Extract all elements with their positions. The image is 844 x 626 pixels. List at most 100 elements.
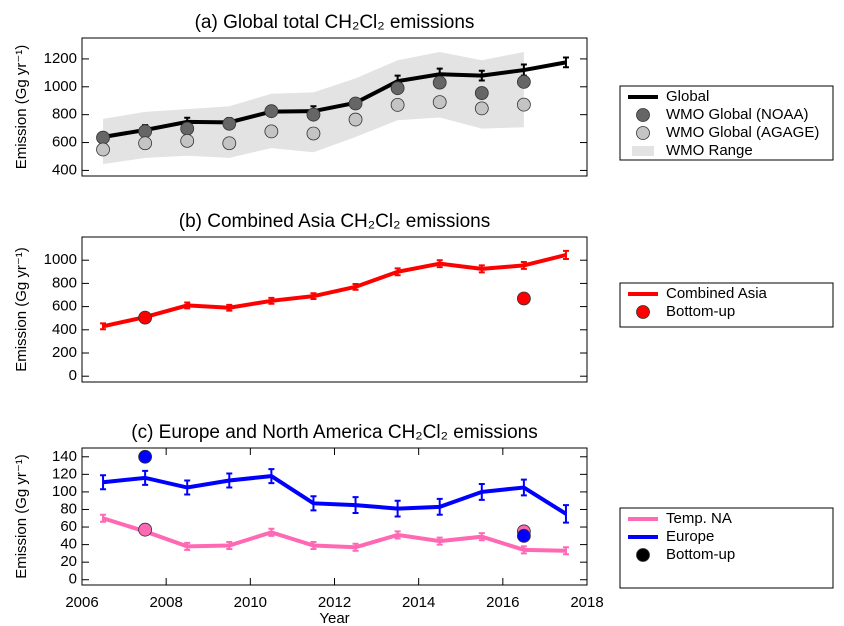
legend-swatch	[636, 126, 650, 140]
y-tick-label: 60	[60, 518, 77, 535]
error-bar	[436, 536, 443, 546]
error-bar	[268, 468, 275, 485]
panel: (a) Global total CH₂Cl₂ emissions Emissio…	[13, 12, 834, 178]
y-axis-label: Emission (Gg yr⁻¹)	[13, 454, 30, 579]
scatter-point	[222, 116, 237, 131]
error-bar	[562, 546, 569, 556]
scatter-point	[138, 124, 153, 139]
series-line	[102, 253, 567, 329]
y-tick-label: 800	[52, 274, 77, 291]
y-tick-label: 1200	[44, 50, 77, 67]
error-bar	[100, 513, 107, 523]
chart-title: (b) Combined Asia CH₂Cl₂ emissions	[179, 211, 490, 232]
plot-frame	[81, 447, 588, 586]
error-bar	[310, 292, 317, 301]
y-tick-label: 100	[52, 483, 77, 500]
y-tick-label: 0	[69, 367, 77, 384]
y-tick-label: 20	[60, 553, 77, 570]
chart-title: (a) Global total CH₂Cl₂ emissions	[195, 12, 475, 33]
y-tick-label: 400	[52, 321, 77, 338]
y-tick-label: 600	[52, 298, 77, 315]
y-tick-label: 40	[60, 536, 77, 553]
scatter-point	[138, 136, 153, 151]
scatter-point	[390, 98, 405, 112]
y-tick-label: 400	[52, 161, 77, 178]
error-bar	[226, 303, 233, 312]
error-bar	[184, 479, 191, 496]
legend-box	[619, 282, 834, 328]
legend-label: Combined Asia	[666, 285, 768, 302]
legend-swatch	[632, 146, 654, 156]
chart-title: (c) Europe and North America CH₂Cl₂ emis…	[131, 422, 538, 443]
scatter-point	[264, 104, 279, 119]
legend-label: Bottom-up	[666, 303, 735, 320]
scatter-point	[516, 291, 531, 306]
legend-swatch	[636, 548, 650, 562]
scatter-point	[348, 96, 363, 111]
scatter-point	[432, 95, 447, 110]
y-tick-label: 1000	[44, 78, 77, 95]
y-tick-label: 200	[52, 344, 77, 361]
error-bar	[268, 527, 275, 537]
error-bar	[520, 478, 527, 497]
y-tick-label: 1000	[44, 251, 77, 268]
y-axis-label: Emission (Gg yr⁻¹)	[13, 247, 30, 372]
scatter-point	[180, 121, 195, 136]
error-bar	[394, 499, 401, 518]
error-bar	[268, 296, 275, 305]
legend-swatch	[636, 108, 650, 122]
error-bar	[562, 504, 569, 524]
legend-label: Bottom-up	[666, 546, 735, 563]
legend-label: WMO Global (NOAA)	[666, 106, 809, 123]
error-bar	[478, 264, 485, 274]
error-bar	[436, 497, 443, 516]
error-bar	[394, 267, 401, 277]
error-bar	[310, 540, 317, 550]
legend-box	[619, 85, 834, 161]
error-bar	[478, 483, 485, 501]
error-bar	[226, 540, 233, 550]
x-axis-label: Year	[319, 610, 349, 626]
panel: (c) Europe and North America CH₂Cl₂ emis…	[13, 422, 834, 626]
error-bar	[100, 322, 107, 331]
error-bar	[520, 260, 527, 270]
scatter-point	[138, 522, 153, 537]
series-line	[102, 474, 568, 516]
scatter-point	[516, 97, 531, 112]
error-bar	[100, 474, 107, 491]
error-bar	[310, 495, 317, 512]
y-tick-label: 140	[52, 448, 77, 465]
error-bar	[352, 282, 359, 291]
x-tick-label: 2018	[570, 594, 603, 611]
x-tick-label: 2012	[318, 594, 351, 611]
error-bar	[352, 542, 359, 552]
scatter-point	[138, 449, 153, 464]
error-bar	[142, 469, 149, 486]
panel: (b) Combined Asia CH₂Cl₂ emissions Emissi…	[13, 211, 834, 384]
legend-label: WMO Global (AGAGE)	[666, 124, 819, 141]
x-tick-label: 2010	[234, 594, 267, 611]
legend-label: Temp. NA	[666, 510, 732, 527]
y-tick-label: 80	[60, 500, 77, 517]
scatter-point	[516, 528, 531, 543]
error-bar	[436, 259, 443, 269]
scatter-point	[516, 75, 531, 89]
error-bar	[352, 496, 359, 514]
scatter-point	[474, 86, 489, 100]
scatter-point	[222, 136, 237, 151]
scatter-point	[180, 133, 195, 148]
error-bar	[562, 56, 569, 69]
scatter-point	[96, 130, 110, 145]
scatter-point	[264, 124, 279, 139]
y-axis-label: Emission (Gg yr⁻¹)	[13, 45, 30, 170]
error-bar	[226, 472, 233, 489]
scatter-point	[348, 112, 363, 127]
error-bar	[184, 301, 191, 310]
x-tick-label: 2016	[486, 594, 519, 611]
x-tick-label: 2014	[402, 594, 435, 611]
error-bar	[520, 545, 527, 555]
error-bar	[478, 532, 485, 542]
series-line	[102, 516, 567, 553]
plot-frame	[81, 236, 588, 383]
legend-swatch	[636, 305, 650, 319]
